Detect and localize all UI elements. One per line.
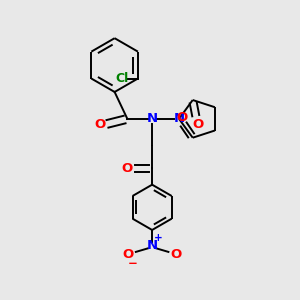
Text: N: N — [147, 112, 158, 125]
Text: −: − — [128, 257, 137, 270]
Text: +: + — [154, 233, 163, 244]
Text: O: O — [192, 118, 203, 130]
Text: O: O — [95, 118, 106, 131]
Text: O: O — [121, 162, 132, 175]
Text: O: O — [122, 248, 134, 260]
Text: N: N — [173, 112, 184, 125]
Text: O: O — [176, 111, 188, 124]
Text: O: O — [171, 248, 182, 260]
Text: Cl: Cl — [115, 72, 128, 85]
Text: N: N — [147, 239, 158, 252]
